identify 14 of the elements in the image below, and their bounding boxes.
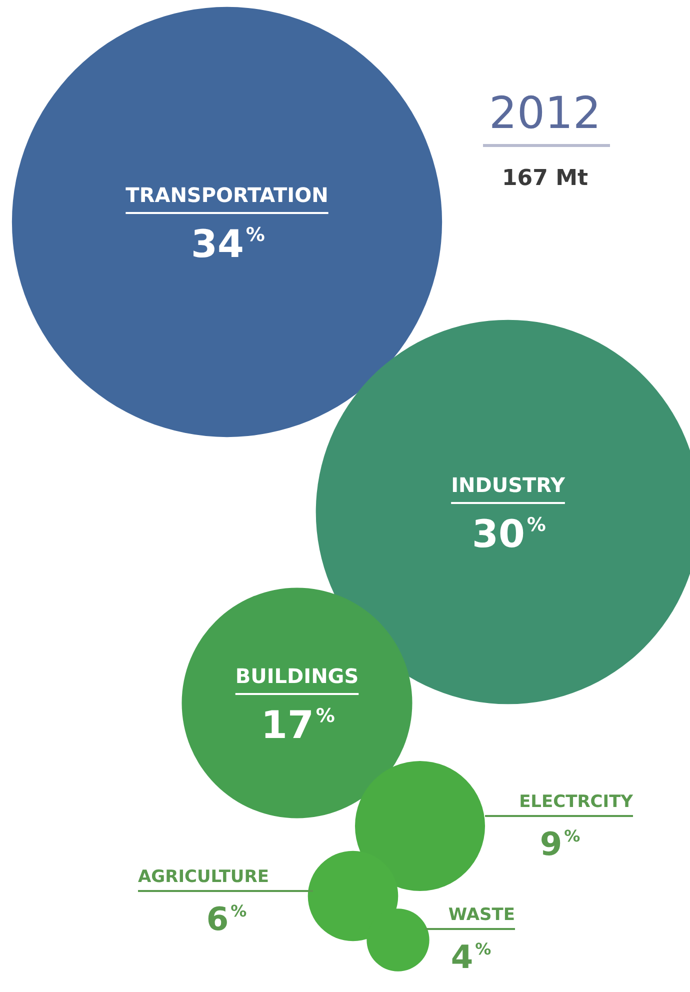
category-label: TRANSPORTATION <box>126 183 328 207</box>
data-label: 34% <box>191 222 265 266</box>
category-label: BUILDINGS <box>235 664 359 688</box>
data-label: 17% <box>261 703 335 747</box>
category-label: AGRICULTURE <box>138 867 269 887</box>
data-label: 4% <box>450 938 492 976</box>
category-label: INDUSTRY <box>451 473 566 497</box>
text: 167 Mt <box>502 166 588 191</box>
data-label: 6% <box>206 900 247 938</box>
data-label: 30% <box>472 512 546 556</box>
text: 2012 <box>489 88 601 139</box>
category-label: WASTE <box>448 905 515 925</box>
data-label: 9% <box>540 825 580 863</box>
category-label: ELECTRCITY <box>519 792 634 812</box>
